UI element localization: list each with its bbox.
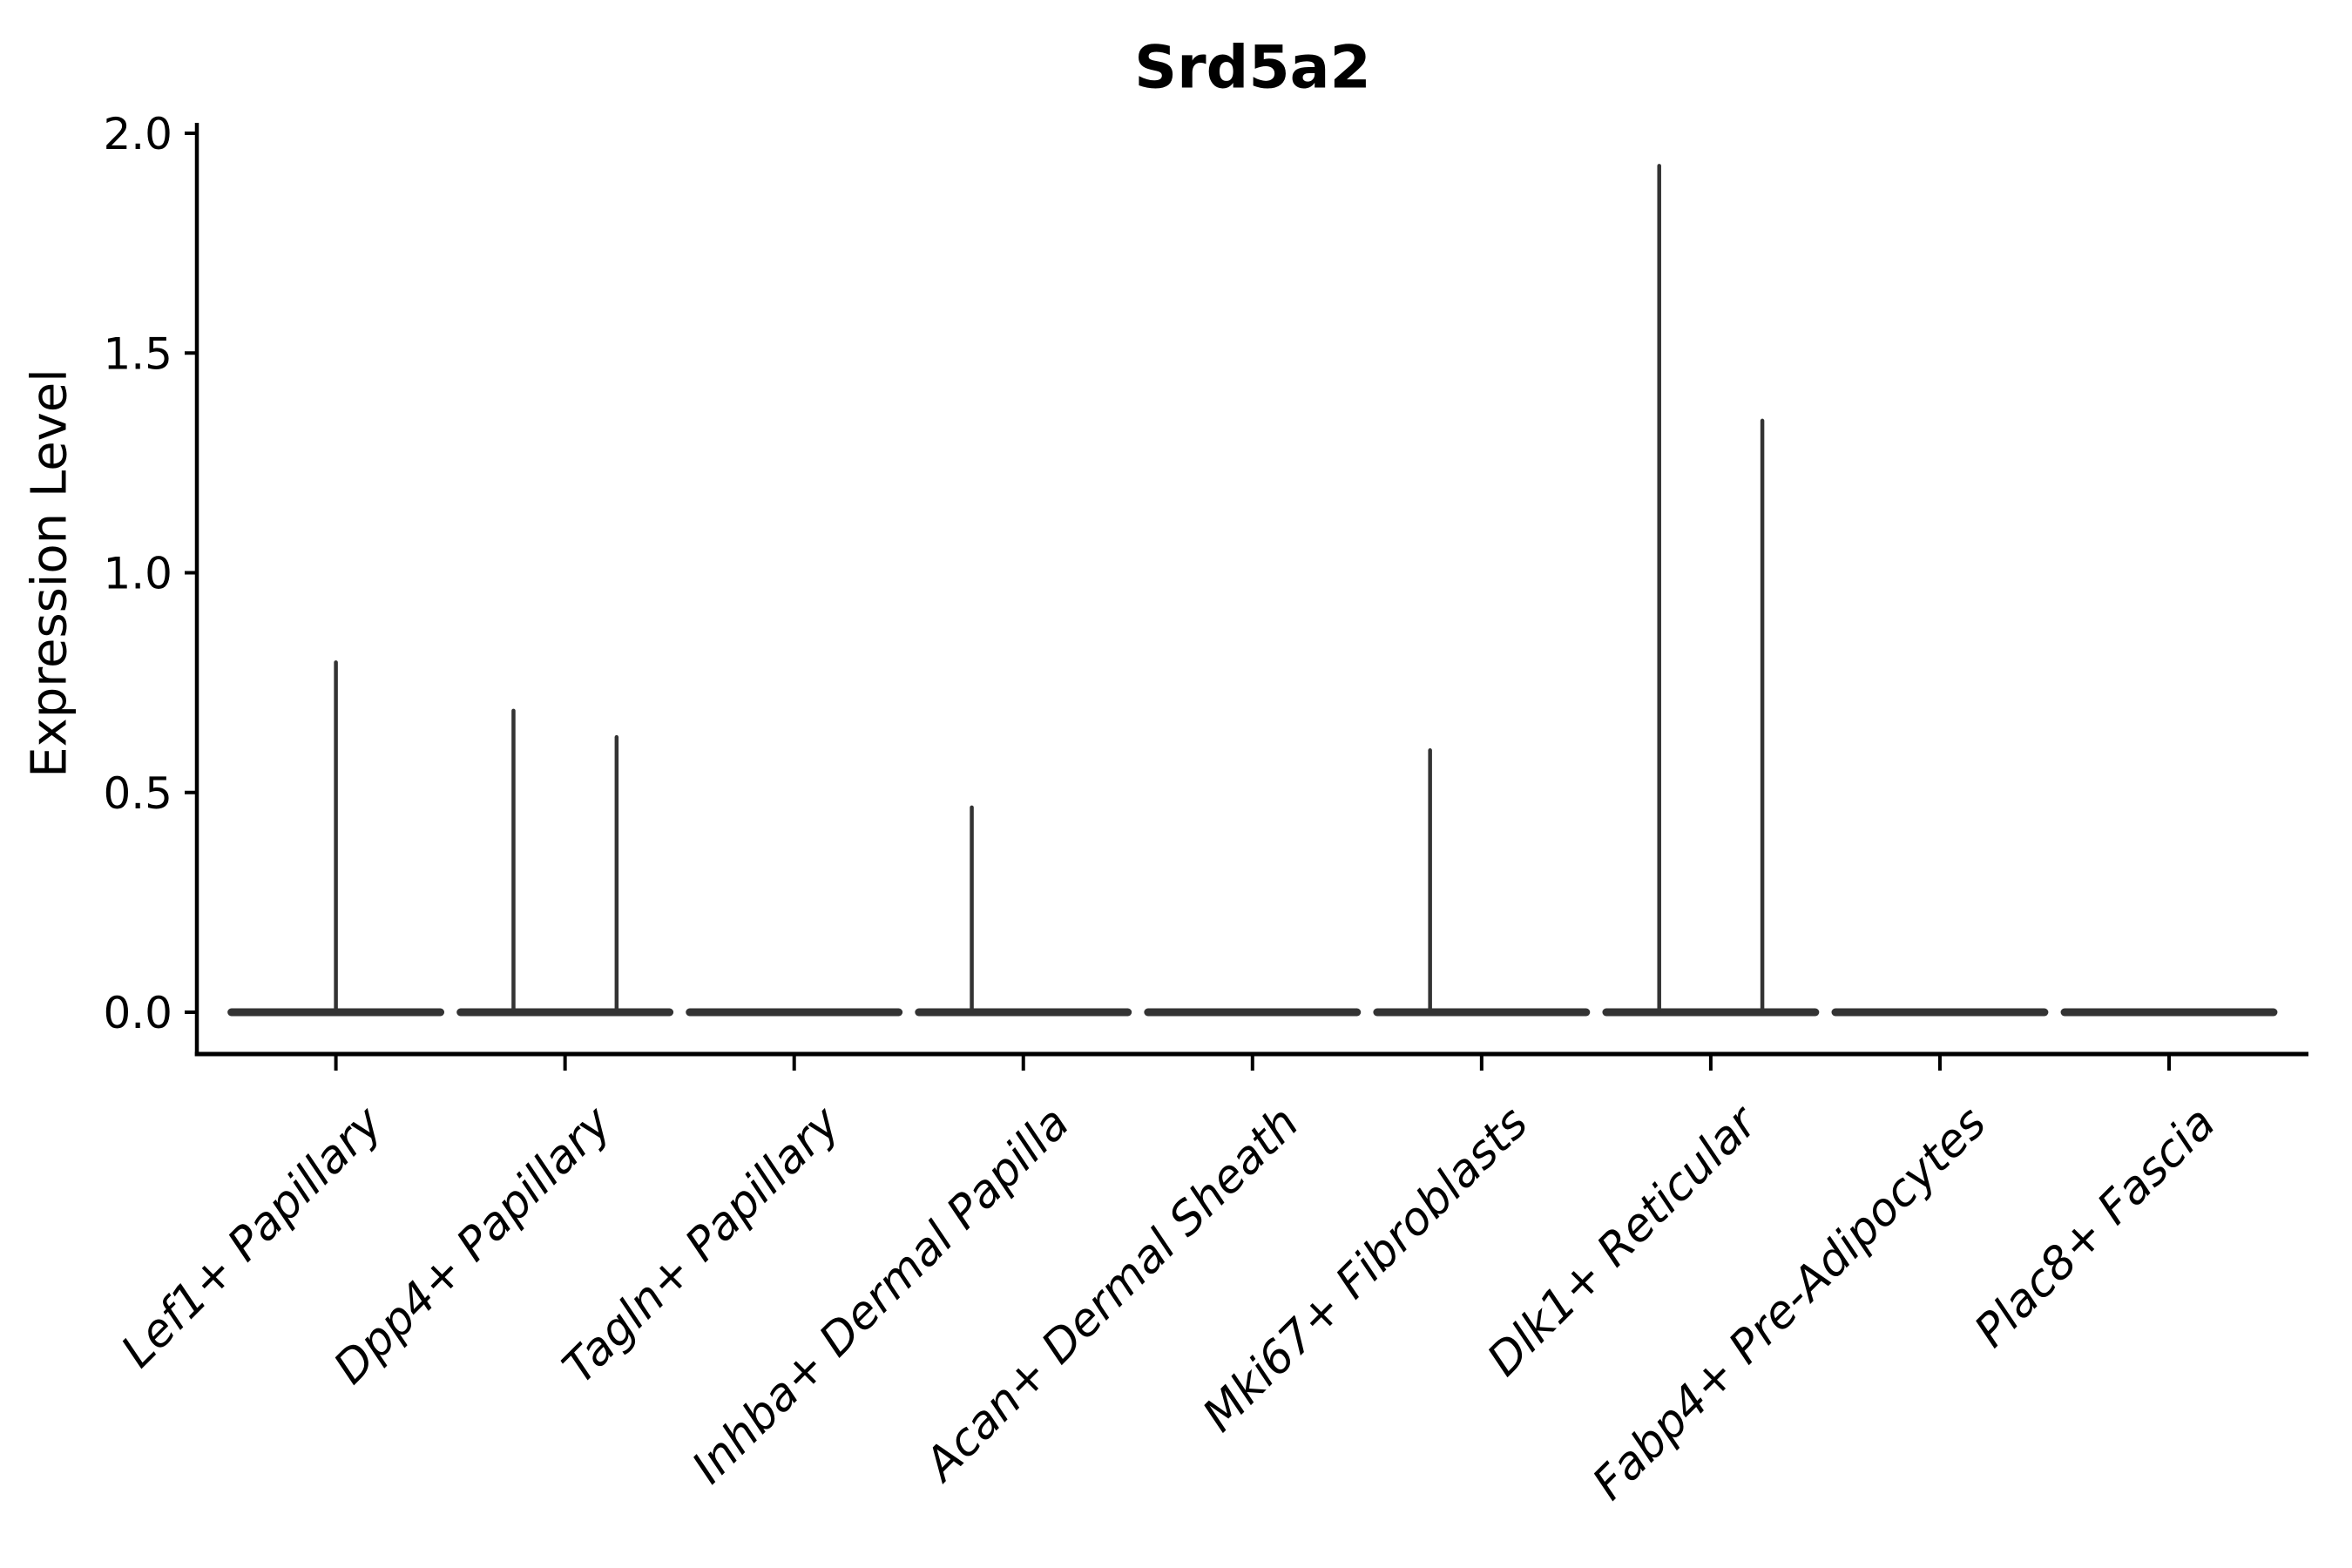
- chart-title: Srd5a2: [1134, 33, 1371, 103]
- y-tick-label: 1.5: [103, 328, 172, 379]
- y-tick-label: 1.0: [103, 549, 172, 599]
- y-tick-label: 0.0: [103, 988, 172, 1038]
- y-tick-label: 2.0: [103, 109, 172, 159]
- y-tick-label: 0.5: [103, 768, 172, 819]
